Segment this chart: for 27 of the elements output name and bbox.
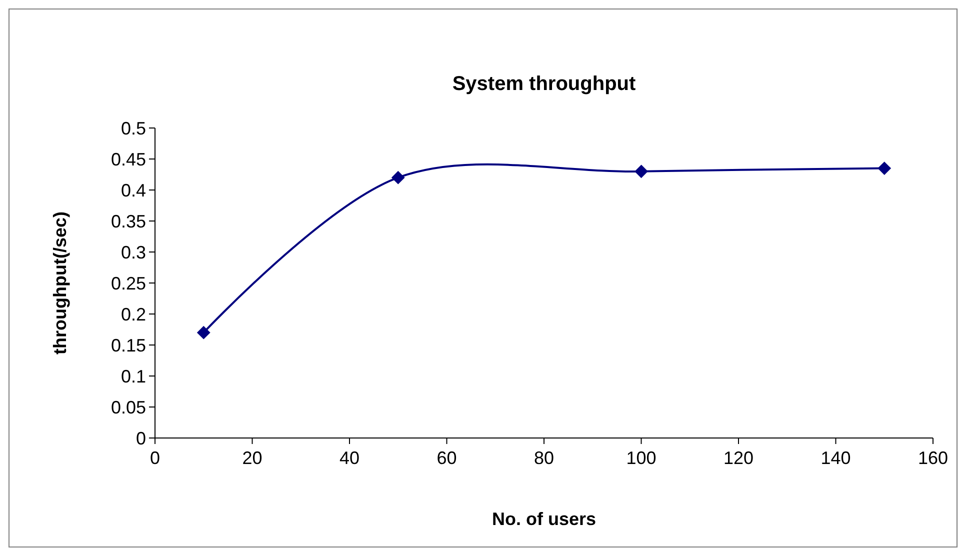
y-tick-label: 0.5 — [120, 118, 146, 138]
y-tick-label: 0.05 — [110, 397, 146, 418]
y-axis-title: throughput(/sec) — [50, 212, 70, 354]
point — [878, 162, 891, 175]
y-tick-label: 0.25 — [110, 273, 146, 294]
x-tick-label: 80 — [534, 448, 554, 468]
x-tick-label: 60 — [436, 448, 457, 468]
x-tick-label: 120 — [723, 448, 754, 468]
x-tick-label: 0 — [150, 448, 160, 468]
y-tick-label: 0 — [136, 428, 146, 448]
point — [634, 164, 648, 178]
x-tick-label: 100 — [626, 448, 656, 468]
point — [197, 326, 210, 340]
point — [392, 171, 405, 184]
x-axis-title: No. of users — [492, 509, 596, 529]
chart-title: System throughput — [452, 73, 636, 95]
x-tick-label: 40 — [339, 448, 360, 468]
x-tick-label: 140 — [820, 448, 851, 468]
y-tick-label: 0.1 — [120, 366, 146, 386]
y-tick-label: 0.2 — [120, 304, 146, 324]
y-tick-label: 0.45 — [110, 149, 146, 170]
y-tick-label: 0.4 — [120, 180, 146, 200]
y-tick-label: 0.35 — [110, 211, 146, 232]
x-tick-label: 160 — [918, 448, 948, 468]
x-tick-label: 20 — [242, 448, 262, 468]
y-tick-label: 0.15 — [110, 335, 146, 356]
y-tick-label: 0.3 — [120, 242, 146, 262]
